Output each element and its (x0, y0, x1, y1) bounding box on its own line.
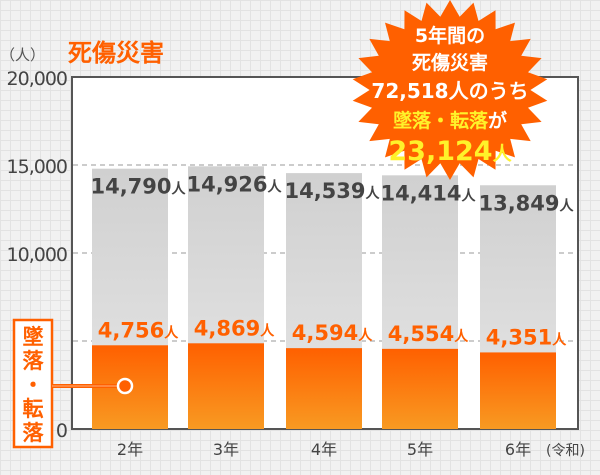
legend-label-char: ・ (23, 373, 44, 397)
x-axis-unit-note: (令和) (546, 443, 585, 459)
data-label-total: 14,539人 (284, 179, 380, 203)
callout-line4: 墜落・転落が (393, 109, 507, 132)
data-label-total: 14,414人 (380, 181, 476, 205)
data-label-total: 14,926人 (186, 172, 282, 196)
bar-fall (286, 348, 362, 429)
x-tick-label: 6年 (505, 440, 531, 459)
data-label-fall: 4,351人 (486, 325, 567, 349)
chart-title: 死傷災害 (68, 39, 164, 67)
legend-marker (116, 377, 134, 395)
y-tick-label: 0 (56, 420, 67, 442)
data-label-fall: 4,594人 (292, 321, 373, 345)
data-label-fall: 4,756人 (98, 318, 179, 342)
callout-line2: 死傷災害 (412, 51, 488, 74)
y-tick-label: 20,000 (7, 68, 67, 90)
y-axis-unit: （人） (0, 46, 45, 64)
callout-line3: 72,518人のうち (371, 79, 528, 103)
legend-label-char: 転 (23, 397, 44, 421)
x-tick-label: 4年 (311, 440, 337, 459)
data-label-total: 14,790人 (90, 175, 186, 199)
y-tick-label: 10,000 (7, 244, 67, 266)
bar-fall (188, 343, 264, 429)
x-tick-label: 5年 (407, 440, 433, 459)
callout-line1: 5年間の (415, 24, 485, 47)
legend-label-char: 墜 (23, 325, 45, 349)
callout-starburst (352, 0, 548, 180)
legend-label-char: 落 (23, 349, 45, 373)
data-label-fall: 4,869人 (194, 316, 275, 340)
y-tick-label: 15,000 (7, 156, 67, 178)
bar-fall (382, 348, 458, 429)
data-label-fall: 4,554人 (388, 322, 469, 346)
callout-line5: 23,124人 (388, 136, 512, 167)
data-label-total: 13,849人 (478, 191, 574, 215)
bar-fall (480, 352, 556, 429)
legend-box (12, 318, 54, 449)
x-tick-label: 2年 (117, 440, 143, 459)
legend-label-char: 落 (23, 421, 45, 445)
x-tick-label: 3年 (213, 440, 239, 459)
